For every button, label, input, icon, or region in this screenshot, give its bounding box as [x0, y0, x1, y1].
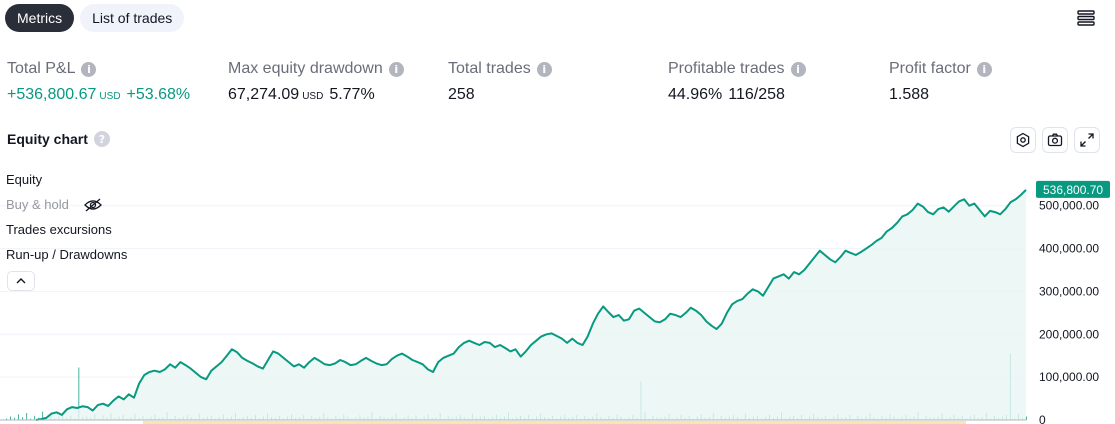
metric-value: +536,800.67 — [7, 86, 97, 103]
list-menu-button[interactable] — [1072, 4, 1100, 32]
legend-trades-excursions-label: Trades excursions — [6, 222, 112, 237]
metric-label: Profitable trades — [668, 60, 785, 77]
chart-fullscreen-button[interactable] — [1074, 127, 1100, 153]
equity-chart[interactable]: 0 100,000.00 200,000.00 300,000.00 400,000.0… — [0, 160, 1115, 424]
equity-area — [36, 189, 1026, 420]
last-value-label-bg — [1036, 180, 1110, 198]
equity-chart-title: Equity chart ? — [7, 131, 110, 147]
chart-legend: Equity Buy & hold Trades excursions Run-… — [6, 172, 127, 272]
legend-equity[interactable]: Equity — [6, 172, 127, 197]
metric-profitable-trades: Profitable trades i 44.96% 116/258 — [668, 60, 806, 104]
legend-collapse-button[interactable] — [7, 271, 35, 291]
list-menu-icon — [1077, 10, 1095, 26]
metric-profit-factor: Profit factor i 1.588 — [889, 60, 992, 104]
metric-value: 1.588 — [889, 86, 930, 103]
metric-label: Max equity drawdown — [228, 60, 383, 77]
chevron-up-icon — [16, 278, 26, 284]
trade-bar — [1026, 416, 1027, 420]
section-title-text: Equity chart — [7, 131, 88, 147]
tab-list-of-trades[interactable]: List of trades — [80, 4, 185, 32]
metric-unit: USD — [99, 91, 121, 102]
legend-buy-hold-label: Buy & hold — [6, 197, 69, 212]
last-value-label: 536,800.70 — [1036, 180, 1110, 198]
metric-extra: +53.68% — [126, 86, 191, 103]
help-icon[interactable]: ? — [93, 131, 110, 147]
info-icon[interactable]: i — [790, 61, 806, 77]
y-tick-label: 200,000.00 — [1039, 327, 1099, 341]
metric-label: Profit factor — [889, 60, 971, 77]
legend-buy-hold[interactable]: Buy & hold — [6, 197, 127, 222]
metric-total-pnl: Total P&L i +536,800.67 USD +53.68% — [7, 60, 190, 104]
metric-extra: 116/258 — [728, 86, 785, 103]
legend-equity-label: Equity — [6, 172, 43, 187]
y-axis: 0 100,000.00 200,000.00 300,000.00 400,000.0… — [1039, 199, 1099, 424]
trade-bar — [22, 417, 24, 420]
metric-value: 67,274.09 — [228, 86, 300, 103]
legend-trades-excursions[interactable]: Trades excursions — [6, 222, 127, 247]
settings-icon — [1016, 132, 1030, 148]
metric-unit: USD — [302, 91, 324, 102]
fullscreen-icon — [1080, 133, 1094, 147]
chart-screenshot-button[interactable] — [1042, 127, 1068, 153]
tab-metrics[interactable]: Metrics — [5, 4, 75, 32]
metric-extra: 5.77% — [329, 86, 375, 103]
y-tick-label: 100,000.00 — [1039, 370, 1099, 384]
y-tick-label: 300,000.00 — [1039, 284, 1099, 298]
y-tick-label: 500,000.00 — [1039, 199, 1099, 213]
y-tick-label: 400,000.00 — [1039, 242, 1099, 256]
metric-value: 44.96% — [668, 86, 723, 103]
camera-icon — [1047, 133, 1063, 147]
metric-value: 258 — [448, 86, 475, 103]
buy-hold-strip — [143, 421, 966, 424]
legend-runup-drawdowns-label: Run-up / Drawdowns — [6, 247, 128, 262]
trade-bar — [14, 417, 15, 420]
info-icon[interactable]: i — [976, 61, 992, 77]
info-icon[interactable]: i — [388, 61, 404, 77]
info-icon[interactable]: i — [536, 61, 552, 77]
trade-bar — [10, 416, 11, 420]
y-tick-label: 0 — [1039, 413, 1046, 424]
trade-bar — [30, 418, 32, 420]
trade-bar — [26, 413, 28, 420]
tab-bar: Metrics List of trades — [5, 4, 185, 32]
eye-off-icon[interactable] — [83, 197, 103, 213]
metric-label: Total P&L — [7, 60, 76, 77]
metric-label: Total trades — [448, 60, 531, 77]
info-icon[interactable]: i — [81, 61, 97, 77]
trade-bar — [18, 414, 19, 420]
trade-bar — [34, 415, 36, 420]
equity-line — [35, 189, 1027, 421]
trade-bar — [6, 418, 7, 420]
metric-max-equity-drawdown: Max equity drawdown i 67,274.09 USD 5.77% — [228, 60, 404, 104]
trade-bar — [78, 367, 80, 420]
last-value-text: 536,800.70 — [1043, 183, 1103, 197]
legend-runup-drawdowns[interactable]: Run-up / Drawdowns — [6, 247, 127, 272]
metric-total-trades: Total trades i 258 — [448, 60, 552, 104]
chart-settings-button[interactable] — [1010, 127, 1036, 153]
trade-bar — [42, 411, 44, 420]
